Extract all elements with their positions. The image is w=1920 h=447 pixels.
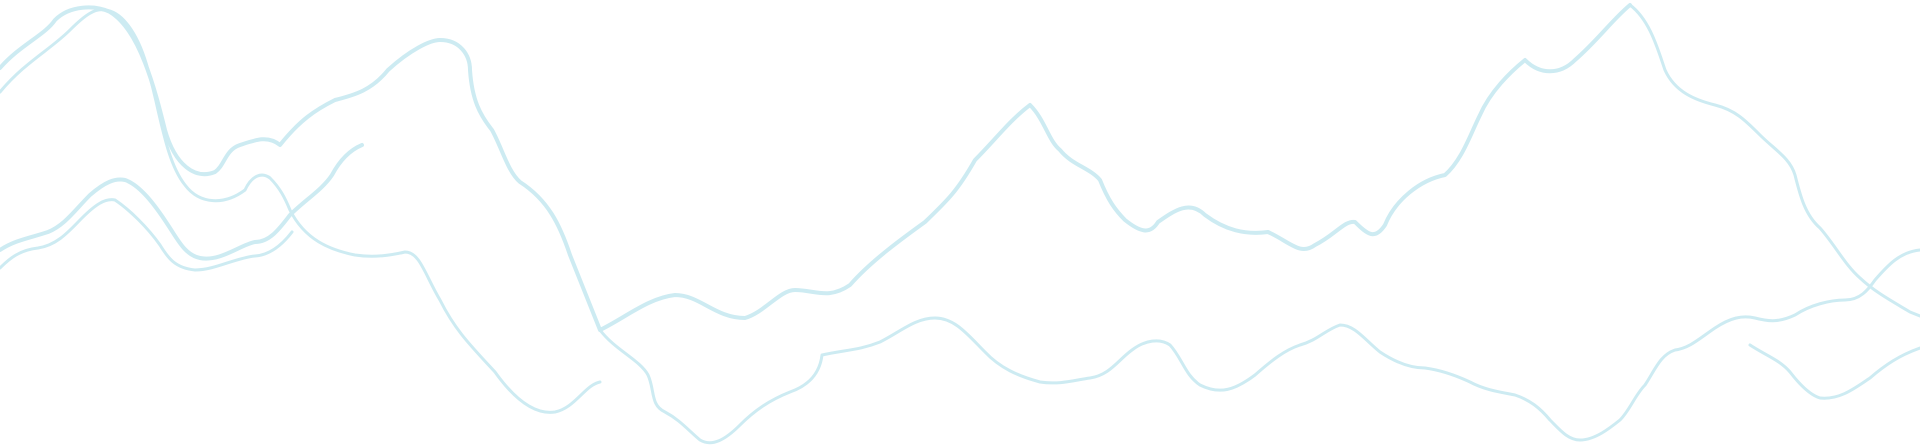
lower-wave-inner-line: [0, 198, 294, 272]
upper-wave-outer-line: [0, 3, 1632, 332]
lower-wave-ribbon: [0, 143, 1920, 445]
upper-wave-ribbon: [0, 3, 1920, 414]
lower-wave-tail-line: [1748, 343, 1920, 400]
lower-wave-mid-line: [598, 248, 1920, 445]
lower-wave-outer-line: [0, 143, 364, 261]
upper-wave-right-line: [1628, 3, 1920, 318]
upper-wave-inner-line: [0, 8, 602, 414]
